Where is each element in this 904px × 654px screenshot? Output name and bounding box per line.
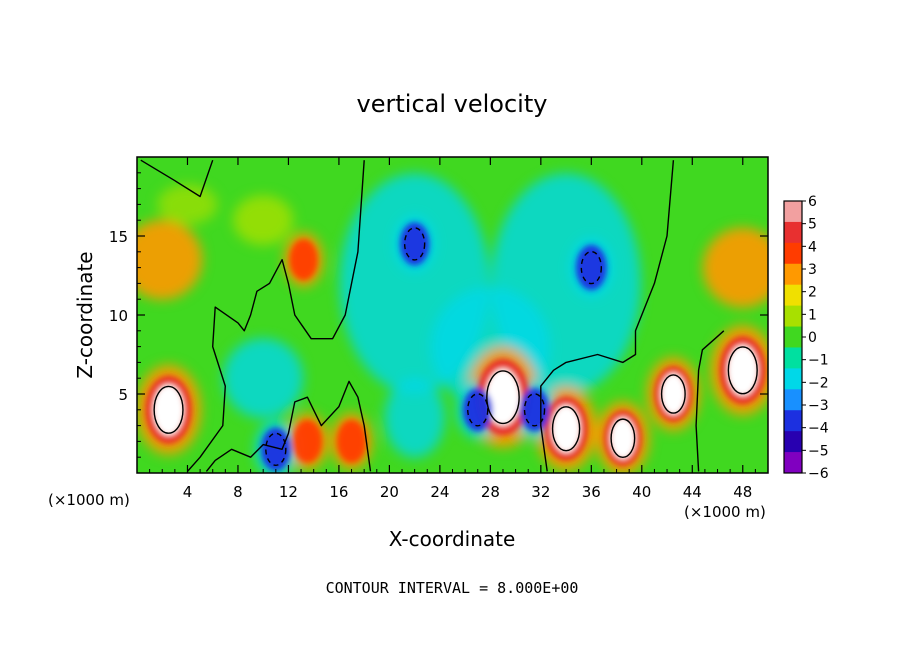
zero-contour <box>186 160 365 472</box>
field-region <box>233 195 294 246</box>
y-axis-label: Z-coordinate <box>73 251 97 378</box>
x-tick-label: 36 <box>582 483 601 501</box>
colorbar-label: 6 <box>808 194 817 210</box>
negative-contour <box>580 250 603 285</box>
colorbar-label: 3 <box>808 262 817 278</box>
field-feature-core <box>610 417 636 459</box>
contour-line <box>727 346 758 395</box>
x-tick-label: 28 <box>481 483 500 501</box>
y-tick-label: 10 <box>109 307 128 325</box>
field-region <box>223 338 304 419</box>
field-region <box>137 219 203 300</box>
field-feature-core <box>727 345 758 396</box>
field-feature-core <box>661 373 686 415</box>
field-region <box>157 184 218 225</box>
colorbar-label: −3 <box>808 398 829 414</box>
colorbar-swatch <box>784 284 802 307</box>
y-tick-label: 15 <box>109 228 128 246</box>
colorbar-swatch <box>784 347 802 369</box>
x-tick-label: 20 <box>380 483 399 501</box>
negative-contour <box>467 393 489 427</box>
colorbar-label: −4 <box>808 421 829 437</box>
colorbar-swatch <box>784 326 802 348</box>
x-tick-label: 12 <box>279 483 298 501</box>
colorbar-swatch <box>784 410 802 432</box>
field-feature-mid <box>336 419 367 464</box>
colorbar-label: −1 <box>808 353 829 369</box>
x-unit-label-left: (×1000 m) <box>48 491 130 509</box>
field-region <box>702 227 768 308</box>
colorbar-label: 2 <box>808 285 817 301</box>
contour-line <box>551 406 581 452</box>
colorbar-swatch <box>784 305 802 328</box>
colorbar-label: 0 <box>808 330 817 346</box>
heatmap-field <box>137 157 768 473</box>
x-tick-label: 32 <box>531 483 550 501</box>
colorbar: 6 5 4 3 2 1 0 −1 −2 −3 −4 −5 −6 <box>783 194 829 482</box>
contour-line <box>660 374 686 414</box>
contour-line <box>486 370 520 425</box>
field-feature-core <box>153 384 184 435</box>
colorbar-label: 5 <box>808 217 817 233</box>
colorbar-label: −2 <box>808 375 829 391</box>
zero-contour <box>205 380 372 472</box>
colorbar-swatch <box>784 368 802 390</box>
zero-contour <box>140 159 214 198</box>
x-axis: 4 8 12 16 20 24 28 32 36 40 44 48 <box>136 157 769 501</box>
colorbar-label: 1 <box>808 307 817 323</box>
x-tick-label: 24 <box>430 483 449 501</box>
field-region <box>384 377 445 458</box>
negative-contour <box>265 432 287 466</box>
colorbar-label: −5 <box>808 443 829 459</box>
field-feature-mid <box>292 419 323 464</box>
field-feature-core <box>486 368 520 426</box>
x-tick-label: 16 <box>329 483 348 501</box>
contour-interval-note: CONTOUR INTERVAL = 8.000E+00 <box>326 579 579 597</box>
contour-line <box>610 418 636 459</box>
colorbar-swatch <box>784 389 802 411</box>
y-axis: 5 10 15 <box>109 172 768 458</box>
contour-line <box>153 385 184 434</box>
x-tick-label: 44 <box>683 483 702 501</box>
field-feature-mid <box>289 239 318 281</box>
field-feature-core <box>551 405 581 453</box>
colorbar-swatch <box>784 221 802 244</box>
chart-title: vertical velocity <box>357 90 548 118</box>
negative-contour <box>403 227 426 261</box>
zero-contour <box>540 160 675 472</box>
colorbar-label: −6 <box>808 466 829 482</box>
x-unit-label-right: (×1000 m) <box>684 503 766 521</box>
colorbar-swatch <box>784 431 802 453</box>
x-tick-label: 8 <box>233 483 243 501</box>
y-tick-label: 5 <box>118 386 128 404</box>
x-tick-label: 40 <box>632 483 651 501</box>
x-axis-label: X-coordinate <box>389 527 516 551</box>
colorbar-swatch <box>784 201 802 223</box>
x-tick-label: 48 <box>733 483 752 501</box>
colorbar-swatch <box>784 452 802 474</box>
zero-contour <box>695 330 725 472</box>
colorbar-swatch <box>784 263 802 286</box>
colorbar-label: 4 <box>808 239 817 255</box>
colorbar-swatch <box>784 242 802 265</box>
negative-contour <box>523 393 546 427</box>
x-tick-label: 4 <box>183 483 193 501</box>
